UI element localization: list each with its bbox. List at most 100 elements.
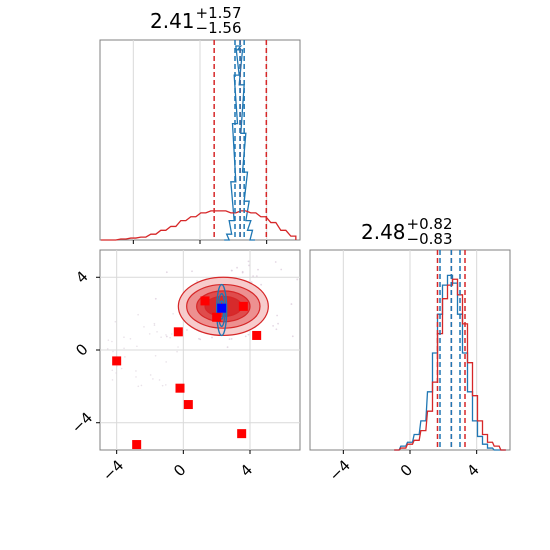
- sample-point: [158, 379, 161, 381]
- red-square-marker: [112, 356, 122, 366]
- x-tick-label: 4: [463, 461, 482, 480]
- sample-point: [255, 275, 258, 277]
- sample-point: [114, 320, 117, 323]
- sample-point: [247, 333, 250, 336]
- sample-point: [230, 337, 233, 340]
- sample-point: [140, 384, 143, 387]
- sample-point: [137, 385, 140, 388]
- sample-point: [291, 335, 294, 338]
- marginal-histogram-right: −4 0 4: [309, 249, 511, 485]
- sample-point: [111, 379, 114, 381]
- sample-point: [226, 346, 229, 349]
- y-tick-label: 4: [72, 268, 91, 287]
- sample-point: [152, 378, 154, 380]
- sample-point: [135, 376, 137, 378]
- sample-point: [165, 335, 168, 338]
- blue-contour-level: [215, 283, 228, 337]
- sample-point: [257, 268, 259, 271]
- sample-point: [191, 270, 193, 273]
- sample-point: [241, 270, 244, 273]
- sample-point: [275, 328, 278, 331]
- sample-point: [136, 345, 138, 348]
- joint-scatter-contour: −4 0 4 −4 0 4: [68, 247, 301, 485]
- red-square-marker: [237, 429, 247, 439]
- sample-point: [123, 347, 125, 350]
- sample-point: [149, 374, 152, 376]
- sample-point: [154, 297, 157, 300]
- sample-point: [248, 264, 250, 267]
- red-square-marker: [183, 400, 193, 410]
- sample-point: [115, 372, 117, 374]
- sample-point: [164, 384, 167, 386]
- blue-square-marker: [217, 303, 227, 313]
- sample-point: [228, 338, 231, 341]
- sample-point: [252, 275, 255, 277]
- x-tick-label: 4: [237, 461, 256, 480]
- sample-point: [156, 330, 158, 333]
- sample-point: [172, 312, 174, 315]
- sample-point: [154, 354, 157, 357]
- sample-point: [135, 370, 137, 372]
- title-plus: +1.57: [195, 4, 242, 22]
- sample-point: [186, 329, 188, 331]
- sample-point: [230, 269, 233, 272]
- sample-point: [276, 314, 279, 317]
- sample-point: [143, 326, 145, 328]
- title-plus: +0.82: [406, 215, 453, 233]
- y-tick-label: −4: [68, 409, 96, 437]
- red-square-marker: [238, 301, 248, 311]
- sample-point: [176, 350, 178, 353]
- marginal-histogram-top: [99, 39, 301, 244]
- sample-point: [137, 313, 139, 316]
- sample-point: [123, 336, 125, 339]
- sample-point: [116, 365, 118, 367]
- sample-point: [153, 324, 156, 326]
- sample-point: [124, 356, 126, 358]
- title-minus: −0.83: [406, 230, 453, 248]
- red-square-marker: [175, 383, 185, 393]
- sample-point: [165, 334, 167, 336]
- sample-point: [165, 271, 168, 274]
- sample-point: [161, 384, 164, 387]
- x-tick-label: 0: [170, 461, 189, 480]
- sample-point: [250, 281, 253, 284]
- sample-point: [196, 280, 198, 282]
- title-errors: +0.82 −0.83: [407, 217, 453, 247]
- sample-point: [244, 335, 247, 338]
- title-value: 2.41: [150, 9, 195, 33]
- sample-point: [247, 260, 250, 263]
- sample-point: [106, 348, 109, 350]
- sample-point: [290, 303, 293, 305]
- sample-point: [211, 336, 213, 339]
- sample-point: [111, 340, 113, 343]
- sample-point: [161, 247, 163, 249]
- red-square-marker: [200, 296, 210, 306]
- sample-point: [165, 361, 167, 363]
- x-tick-label: 0: [397, 461, 416, 480]
- sample-point: [170, 333, 173, 335]
- red-square-marker: [173, 327, 183, 337]
- sample-point: [153, 322, 156, 325]
- sample-point: [274, 261, 277, 263]
- title-value: 2.48: [361, 220, 406, 244]
- red-square-marker: [252, 330, 262, 340]
- sample-point: [280, 268, 283, 271]
- y-tick-label: 0: [72, 340, 91, 359]
- sample-point: [112, 350, 114, 353]
- sample-point: [236, 266, 238, 269]
- sample-point: [177, 346, 179, 348]
- sample-point: [148, 333, 151, 335]
- sample-point: [199, 338, 202, 341]
- histogram-red: [394, 278, 506, 451]
- sample-point: [272, 324, 275, 327]
- x-tick-label: −4: [326, 456, 354, 484]
- title-minus: −1.56: [195, 19, 242, 37]
- sample-point: [260, 283, 263, 286]
- sample-point: [111, 369, 114, 372]
- right-panel-title: 2.48 +0.82 −0.83: [361, 217, 453, 247]
- sample-point: [277, 322, 279, 325]
- red-square-marker: [132, 440, 142, 450]
- sample-point: [107, 339, 110, 341]
- sample-point: [129, 337, 132, 340]
